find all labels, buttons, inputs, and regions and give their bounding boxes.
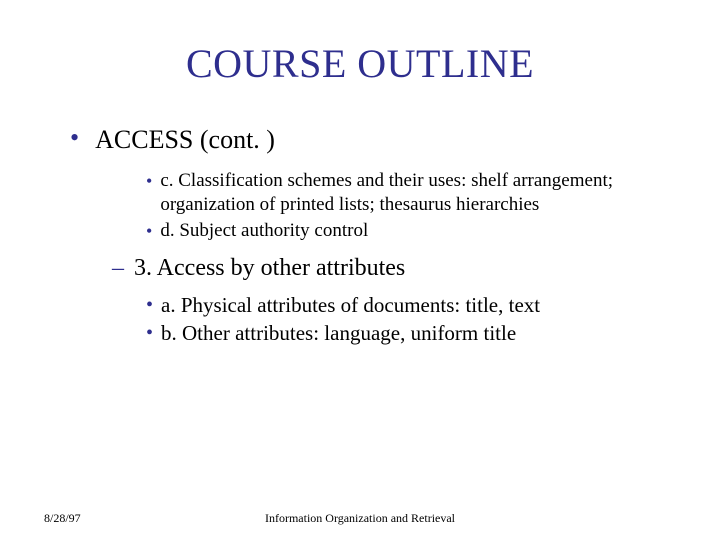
sub-bullet-group-1: • c. Classification schemes and their us… [146, 169, 670, 243]
sub-bullet-group-2: • a. Physical attributes of documents: t… [146, 292, 670, 346]
dash-text: 3. Access by other attributes [134, 255, 405, 282]
slide-title: COURSE OUTLINE [50, 40, 670, 87]
slide-container: COURSE OUTLINE • ACCESS (cont. ) • c. Cl… [0, 0, 720, 540]
dash-icon: – [112, 255, 124, 282]
bullet-dot-icon: • [70, 123, 79, 152]
level2-text: c. Classification schemes and their uses… [160, 169, 670, 217]
bullet-level2: • b. Other attributes: language, uniform… [146, 320, 670, 346]
level2-text: d. Subject authority control [160, 219, 368, 243]
level2b-text: b. Other attributes: language, uniform t… [161, 320, 516, 346]
level2b-text: a. Physical attributes of documents: tit… [161, 292, 540, 318]
bullet-level2: • d. Subject authority control [146, 219, 670, 243]
level1-text: ACCESS (cont. ) [95, 125, 275, 154]
bullet-dot-icon: • [146, 292, 153, 318]
bullet-level2: • c. Classification schemes and their us… [146, 169, 670, 217]
bullet-dot-icon: • [146, 219, 152, 243]
bullet-level1: • ACCESS (cont. ) [70, 125, 670, 155]
footer-title: Information Organization and Retrieval [0, 511, 720, 526]
bullet-dot-icon: • [146, 320, 153, 346]
bullet-level2: • a. Physical attributes of documents: t… [146, 292, 670, 318]
bullet-dash: – 3. Access by other attributes [112, 255, 670, 282]
bullet-dot-icon: • [146, 169, 152, 193]
